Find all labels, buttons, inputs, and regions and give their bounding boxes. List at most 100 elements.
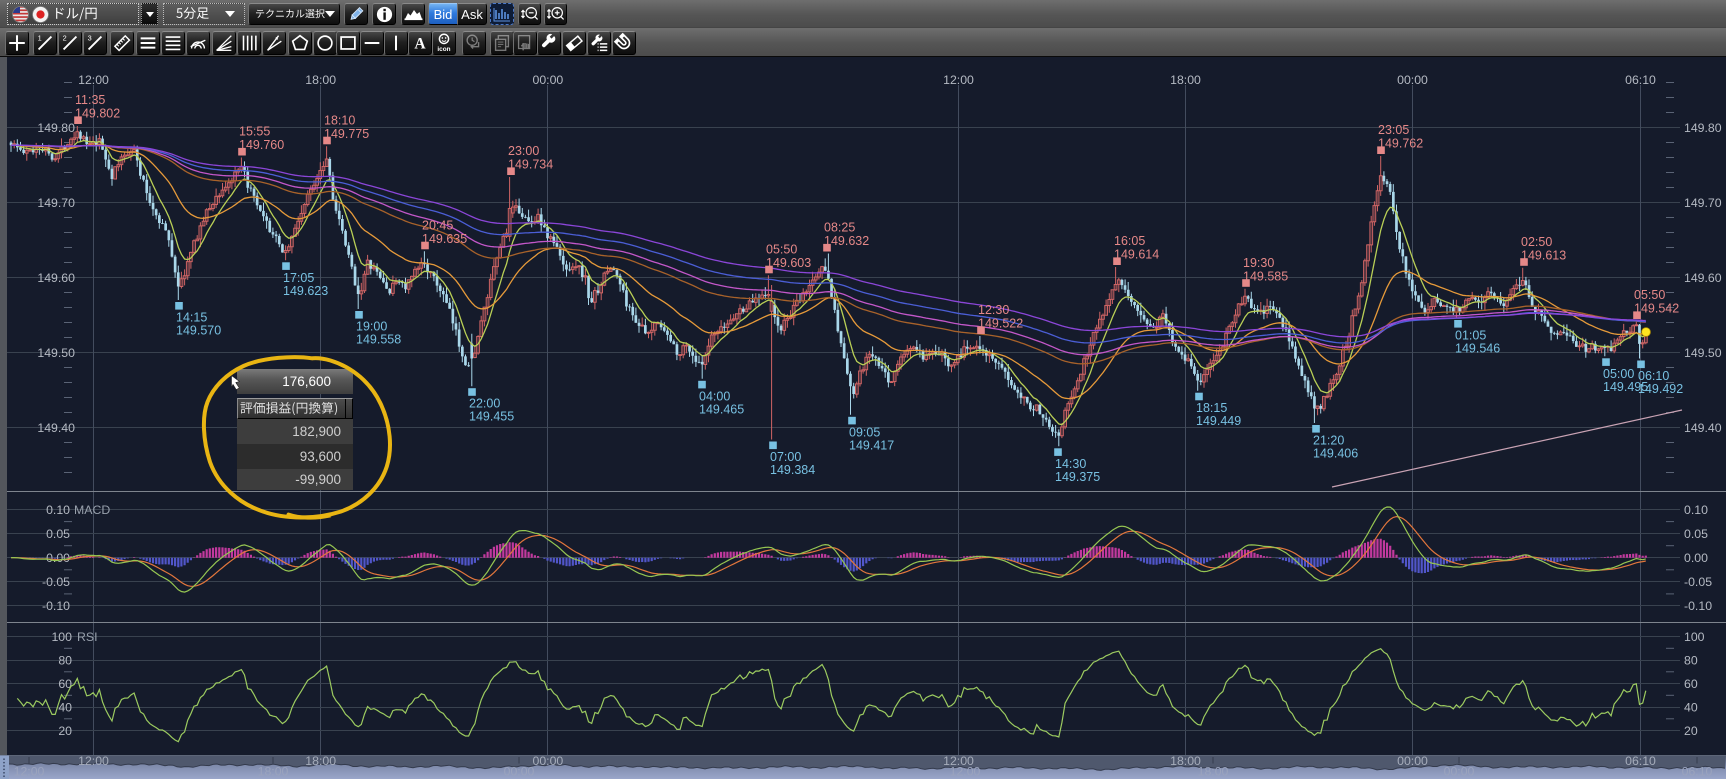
tool-crosshair-button[interactable] xyxy=(5,31,29,55)
svg-text:05:50: 05:50 xyxy=(1634,288,1665,302)
timeframe-select[interactable] xyxy=(163,3,245,25)
pentagon-icon xyxy=(291,34,309,51)
tool-history-undo-button xyxy=(462,31,486,55)
draw-pencil-button[interactable] xyxy=(344,3,368,25)
svg-text:14:30: 14:30 xyxy=(1055,457,1086,471)
svg-text:18:00: 18:00 xyxy=(1170,73,1201,87)
svg-text:40: 40 xyxy=(58,700,72,714)
tool-rectangle-button[interactable] xyxy=(336,31,360,55)
text-icon: A xyxy=(414,36,426,53)
svg-text:80: 80 xyxy=(1684,653,1698,667)
zoom-out-button[interactable] xyxy=(518,3,541,25)
tool-horizontal-lines-4-button[interactable] xyxy=(161,31,185,55)
svg-text:149.449: 149.449 xyxy=(1196,414,1241,428)
tool-horizontal-line-button[interactable] xyxy=(360,31,384,55)
svg-text:149.522: 149.522 xyxy=(978,317,1023,331)
svg-text:12:00: 12:00 xyxy=(14,765,45,779)
svg-text:A: A xyxy=(414,36,426,53)
zoom-in-icon xyxy=(546,7,565,20)
tool-text-button[interactable]: A xyxy=(408,31,432,55)
zoom-out-icon xyxy=(520,7,539,20)
technical-select-button[interactable] xyxy=(248,3,340,25)
price-chart-canvas[interactable]: 12:00 18:00 00:00 12:00 18:00 00:00 06:10 149.8… xyxy=(0,57,1726,779)
svg-text:20: 20 xyxy=(58,724,72,738)
eraser-icon xyxy=(565,35,584,52)
svg-text:17:05: 17:05 xyxy=(283,271,314,285)
tool-vertical-line-button[interactable] xyxy=(384,31,408,55)
timeframe-glyphs xyxy=(176,7,209,19)
wrench-icon xyxy=(542,33,556,48)
svg-text:00:00: 00:00 xyxy=(1397,73,1428,87)
info-button[interactable] xyxy=(372,3,396,25)
currency-pair-select[interactable] xyxy=(7,3,139,25)
svg-text:16:05: 16:05 xyxy=(1114,234,1145,248)
tool-pentagon-button[interactable] xyxy=(288,31,312,55)
pnl-total-value: 176,600 xyxy=(237,369,353,394)
svg-text:00:00: 00:00 xyxy=(1444,765,1475,779)
svg-text:60: 60 xyxy=(58,677,72,691)
mountain-icon xyxy=(404,10,422,21)
jp-flag-svg xyxy=(32,5,49,23)
svg-text:0.00: 0.00 xyxy=(1684,551,1708,565)
tool-eraser-button[interactable] xyxy=(562,31,586,55)
pnl-row-value: 182,900 xyxy=(237,419,353,444)
pencil-icon xyxy=(350,6,364,20)
history-undo-icon xyxy=(466,34,480,49)
svg-text:149.546: 149.546 xyxy=(1455,342,1500,356)
tool-wrench-list-button[interactable] xyxy=(587,31,611,55)
svg-text:149.80: 149.80 xyxy=(37,121,75,135)
svg-text:0.10: 0.10 xyxy=(46,503,70,517)
histogram-icon xyxy=(493,8,510,22)
svg-text:149.60: 149.60 xyxy=(1684,271,1722,285)
svg-text:23:00: 23:00 xyxy=(508,144,539,158)
technical-glyphs xyxy=(255,8,325,18)
vertical-lines-icon xyxy=(242,35,257,51)
svg-text:20: 20 xyxy=(1684,724,1698,738)
pnl-tooltip-panel: 176,600 182,900 93,600 -99,900 xyxy=(237,369,353,490)
svg-text:12:00: 12:00 xyxy=(78,754,109,768)
chart-style-button[interactable] xyxy=(490,3,514,25)
svg-text:12:00: 12:00 xyxy=(943,73,974,87)
pnl-header-mini-cell xyxy=(345,399,352,418)
svg-text:149.70: 149.70 xyxy=(37,196,75,210)
currency-pair-dropdown-button[interactable] xyxy=(141,3,158,25)
svg-text:149.40: 149.40 xyxy=(37,421,75,435)
tool-speed-lines-button[interactable] xyxy=(262,31,286,55)
tool-vertical-lines-button[interactable] xyxy=(237,31,261,55)
svg-text:RSI: RSI xyxy=(77,630,98,644)
svg-text:149.60: 149.60 xyxy=(37,271,75,285)
tool-magnet-button[interactable] xyxy=(612,31,636,55)
tool-drag-hand-button xyxy=(513,31,537,55)
svg-text:149.802: 149.802 xyxy=(75,107,120,121)
pnl-table: 182,900 93,600 -99,900 xyxy=(237,398,353,490)
tool-fibonacci-fan-button[interactable] xyxy=(212,31,236,55)
tool-horizontal-lines-3-button[interactable] xyxy=(136,31,160,55)
chart-type-mountain-button[interactable] xyxy=(401,3,425,25)
pnl-row-value: 93,600 xyxy=(237,444,353,469)
svg-text:149.70: 149.70 xyxy=(1684,196,1722,210)
pnl_header-glyphs xyxy=(240,401,338,415)
svg-text:14:15: 14:15 xyxy=(176,311,207,325)
ask-toggle-button[interactable]: Ask xyxy=(457,3,487,25)
svg-text:-0.10: -0.10 xyxy=(1684,599,1712,613)
tool-fibonacci-arcs-button[interactable] xyxy=(186,31,210,55)
tool-trendline-2-button[interactable]: 2 xyxy=(58,31,82,55)
svg-text:149.585: 149.585 xyxy=(1243,269,1288,283)
svg-text:05:50: 05:50 xyxy=(766,242,797,256)
svg-text:02:50: 02:50 xyxy=(1521,235,1552,249)
info-icon xyxy=(376,6,392,22)
tool-wrench-button[interactable] xyxy=(537,31,561,55)
tool-ruler-button[interactable] xyxy=(110,31,134,55)
svg-text:06:10: 06:10 xyxy=(1625,73,1656,87)
tool-circle-button[interactable] xyxy=(313,31,337,55)
tool-trendline-3-button[interactable]: 3 xyxy=(83,31,107,55)
tool-emoji-icon-button[interactable]: icon xyxy=(432,31,456,55)
tool-trendline-1-button[interactable]: 1 xyxy=(33,31,57,55)
trendline-1-icon: 1 xyxy=(38,33,53,51)
left-gutter xyxy=(0,57,7,755)
trendline-2-icon: 2 xyxy=(63,33,78,51)
zoom-in-button[interactable] xyxy=(544,3,567,25)
bid-toggle-button[interactable]: Bid xyxy=(428,3,458,25)
emoji-icon-icon: icon xyxy=(437,33,451,53)
pnl-table-header[interactable] xyxy=(237,398,353,419)
